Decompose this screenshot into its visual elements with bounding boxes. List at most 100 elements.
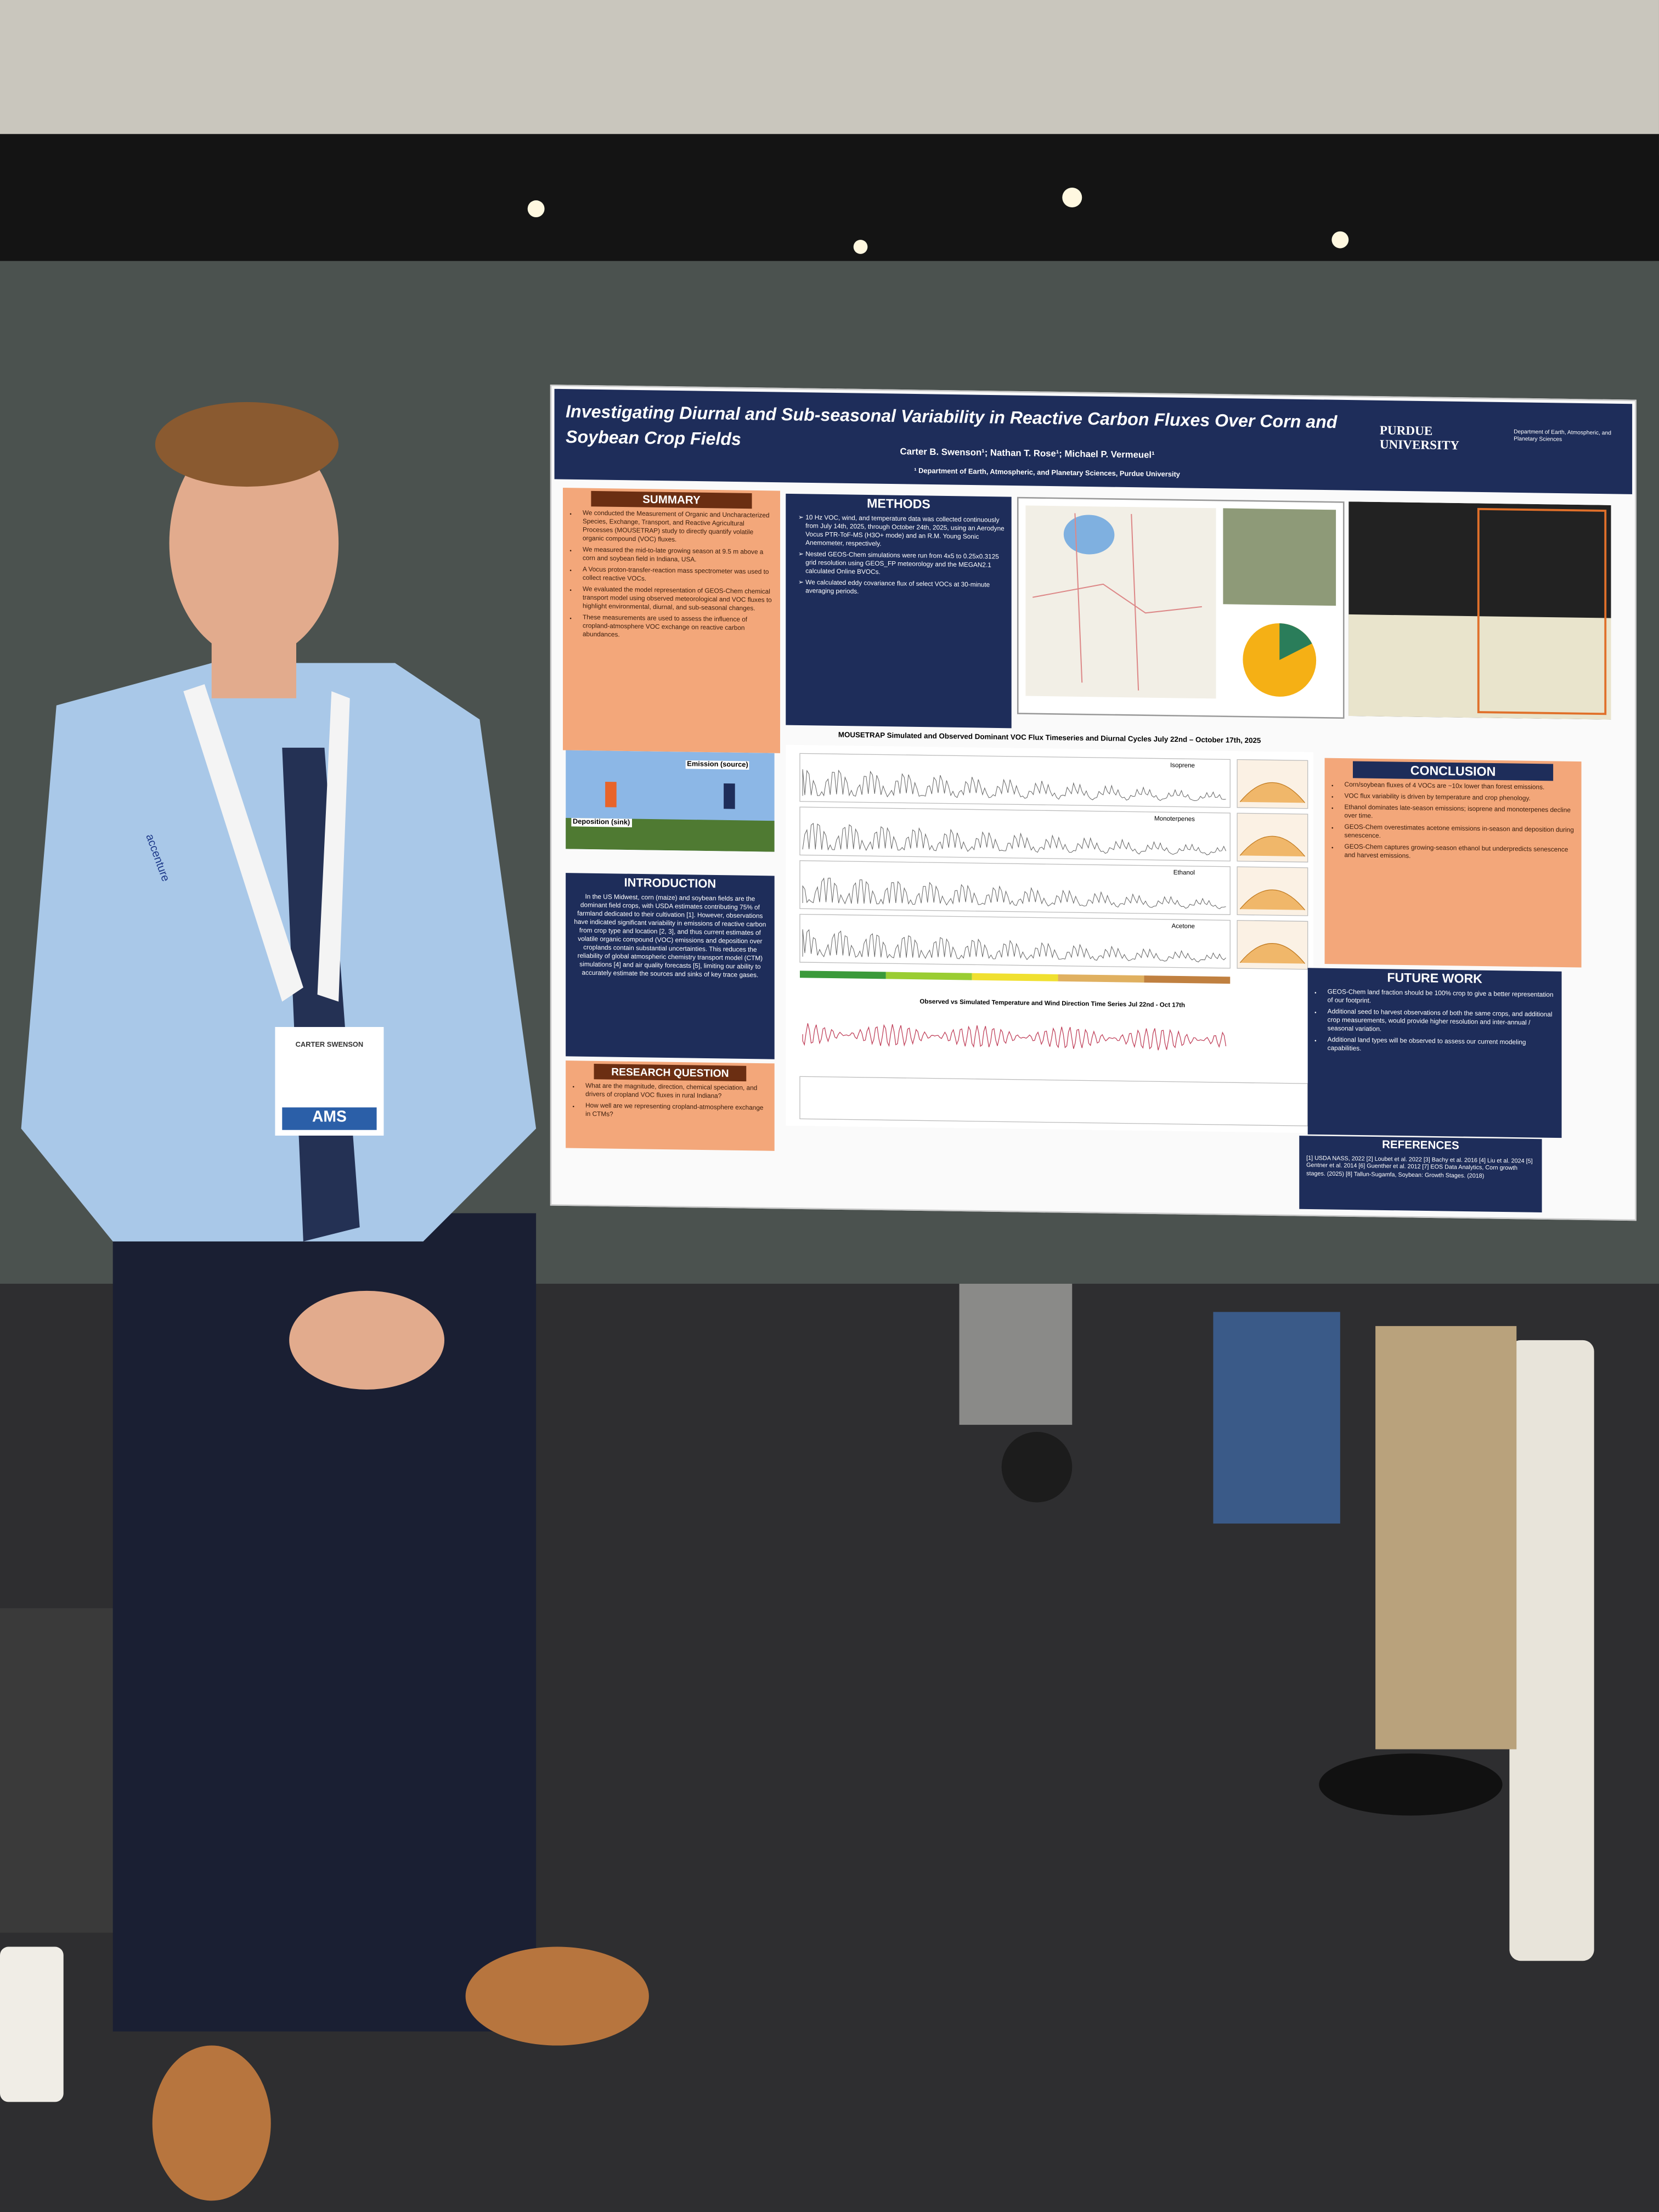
phenology-band: [972, 973, 1058, 981]
map: [1025, 505, 1216, 699]
pie-slice: [1279, 623, 1312, 661]
visitor-legs: [1375, 1326, 1517, 1750]
section-heading: METHODS: [867, 496, 930, 511]
light: [527, 200, 545, 217]
phenology-band: [799, 970, 886, 979]
badge-org: AMS: [312, 1109, 347, 1126]
list-item: GEOS-Chem land fraction should be 100% c…: [1328, 988, 1556, 1008]
trace: [802, 929, 1226, 963]
list-item: GEOS-Chem overestimates acetone emission…: [1345, 823, 1576, 843]
list-item: We evaluated the model representation of…: [583, 585, 775, 613]
lanyard: [183, 684, 303, 1002]
roads: [1032, 513, 1202, 691]
list-item: We measured the mid-to-late growing seas…: [583, 546, 775, 566]
list-item: These measurements are used to assess th…: [583, 613, 775, 641]
list-item: How well are we representing cropland-at…: [585, 1102, 769, 1121]
shoe: [465, 1946, 649, 2046]
panel-frame: [799, 913, 1231, 969]
badge-strip: [282, 1107, 377, 1130]
poster: Investigating Diurnal and Sub-seasonal V…: [550, 385, 1637, 1221]
list-item: Additional seed to harvest observations …: [1328, 1008, 1556, 1036]
introduction-panel: INTRODUCTION In the US Midwest, corn (ma…: [566, 873, 775, 1059]
list-item: Nested GEOS-Chem simulations were run fr…: [805, 550, 1006, 578]
neck: [211, 641, 296, 698]
badge-name: CARTER SWENSON: [295, 1041, 364, 1050]
panel-label: Isoprene: [1170, 762, 1195, 769]
list-item: VOC flux variability is driven by temper…: [1345, 792, 1576, 804]
references-panel: REFERENCES [1] USDA NASS, 2022 [2] Loube…: [1299, 1136, 1542, 1212]
boot: [1001, 1431, 1073, 1503]
phenology-band: [885, 972, 972, 980]
summary-panel: SUMMARY We conducted the Measurement of …: [562, 488, 780, 753]
department: Department of Earth, Atmospheric, and Pl…: [1514, 427, 1611, 443]
research-question-panel: RESEARCH QUESTION What are the magnitude…: [566, 1060, 775, 1151]
panel-frame: [799, 806, 1231, 862]
list-item: A Vocus proton-transfer-reaction mass sp…: [583, 566, 775, 585]
sneaker: [1319, 1753, 1503, 1816]
list-item: We calculated eddy covariance flux of se…: [805, 578, 1006, 598]
list-item: Corn/soybean fluxes of 4 VOCs are ~10x l…: [1345, 781, 1576, 792]
references-text: [1] USDA NASS, 2022 [2] Loubet et al. 20…: [1306, 1154, 1533, 1180]
section-heading: SUMMARY: [591, 490, 752, 509]
summary-list: We conducted the Measurement of Organic …: [577, 509, 775, 641]
hands: [289, 1290, 444, 1390]
methods-list: 10 Hz VOC, wind, and temperature data wa…: [800, 514, 1006, 598]
question-list: What are the magnitude, direction, chemi…: [580, 1082, 769, 1121]
satellite: [1223, 508, 1336, 606]
list-item: Additional land types will be observed t…: [1328, 1036, 1556, 1056]
future-work-list: GEOS-Chem land fraction should be 100% c…: [1322, 988, 1556, 1056]
arrow-down: [605, 781, 617, 808]
poster-affiliation: ¹ Department of Earth, Atmospheric, and …: [914, 467, 1180, 479]
shoe: [152, 2045, 271, 2201]
hall-ceiling-dark: [0, 134, 1659, 275]
panel-label: Acetone: [1172, 923, 1195, 930]
lanyard: [317, 691, 350, 1002]
ceiling: [0, 0, 1659, 155]
section-heading: RESEARCH QUESTION: [594, 1063, 747, 1082]
visitor-legs: [1213, 1312, 1340, 1524]
list-item: GEOS-Chem captures growing-season ethano…: [1345, 843, 1576, 863]
list-item: Ethanol dominates late-season emissions;…: [1345, 803, 1576, 823]
emission-label: Emission (source): [685, 760, 750, 770]
timeseries-title: MOUSETRAP Simulated and Observed Dominan…: [838, 731, 1261, 746]
list-item: We conducted the Measurement of Organic …: [583, 509, 775, 545]
poster-header: Investigating Diurnal and Sub-seasonal V…: [554, 388, 1633, 494]
light: [853, 240, 868, 254]
section-heading: FUTURE WORK: [1387, 970, 1482, 986]
panel-frame: [799, 753, 1231, 808]
list-item: 10 Hz VOC, wind, and temperature data wa…: [805, 514, 1006, 550]
panel-label: Ethanol: [1173, 870, 1195, 877]
phenology-band: [1144, 975, 1231, 984]
list-item: What are the magnitude, direction, chemi…: [585, 1082, 769, 1101]
highlight: [1477, 507, 1607, 715]
methods-panel: METHODS 10 Hz VOC, wind, and temperature…: [786, 493, 1012, 729]
introduction-text: In the US Midwest, corn (maize) and soyb…: [574, 893, 766, 979]
plants-lower: [1348, 614, 1611, 720]
diurnal-curve: [1239, 889, 1306, 911]
small-panels: [799, 1076, 1308, 1126]
plants-figure: [1348, 501, 1611, 720]
diurnal-curve: [1239, 943, 1306, 964]
diurnal-curve: [1239, 836, 1306, 857]
poster-tube: [1509, 1340, 1594, 1961]
arrow-up: [724, 783, 735, 809]
conclusion-panel: CONCLUSION Corn/soybean fluxes of 4 VOCs…: [1324, 758, 1582, 968]
trace: [802, 769, 1226, 801]
light: [1331, 231, 1349, 249]
phenology-band: [1058, 974, 1144, 983]
head: [169, 427, 339, 659]
coffee-cup: [0, 1946, 64, 2102]
trace: [802, 877, 1226, 910]
timeseries-figure: Isoprene Monoterpenes Ethanol Acetone: [786, 744, 1313, 1133]
logo: PURDUE UNIVERSITY: [1379, 422, 1460, 453]
future-work-panel: FUTURE WORK GEOS-Chem land fraction shou…: [1307, 968, 1562, 1138]
section-heading: CONCLUSION: [1352, 761, 1554, 781]
visitor-legs: [959, 1283, 1073, 1425]
trace: [802, 822, 1227, 855]
conclusion-list: Corn/soybean fluxes of 4 VOCs are ~10x l…: [1339, 781, 1576, 862]
light: [1062, 187, 1082, 207]
panel-label: Monoterpenes: [1154, 816, 1195, 823]
deposition-label: Deposition (sink): [571, 817, 631, 827]
